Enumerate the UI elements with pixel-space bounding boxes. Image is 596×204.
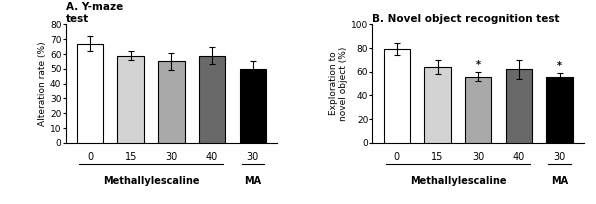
Y-axis label: Alteration rate (%): Alteration rate (%)	[38, 41, 47, 126]
Text: 40: 40	[206, 152, 218, 162]
Text: *: *	[476, 60, 481, 70]
Text: 30: 30	[165, 152, 178, 162]
Bar	[424, 67, 451, 143]
Text: 30: 30	[472, 152, 485, 162]
Text: Methallylescaline: Methallylescaline	[409, 176, 506, 186]
Text: 15: 15	[125, 152, 137, 162]
Text: MA: MA	[244, 176, 261, 186]
Text: 0: 0	[87, 152, 93, 162]
Text: 30: 30	[554, 152, 566, 162]
Bar	[77, 44, 103, 143]
Text: A. Y-maze
test: A. Y-maze test	[66, 2, 123, 24]
Bar	[384, 49, 410, 143]
Bar	[199, 55, 225, 143]
Bar	[117, 55, 144, 143]
Bar	[465, 76, 492, 143]
Bar	[547, 76, 573, 143]
Y-axis label: Exploration to
novel object (%): Exploration to novel object (%)	[329, 47, 348, 121]
Text: B. Novel object recognition test: B. Novel object recognition test	[372, 14, 560, 24]
Text: 15: 15	[432, 152, 444, 162]
Text: *: *	[557, 61, 562, 71]
Text: 40: 40	[513, 152, 525, 162]
Text: 30: 30	[247, 152, 259, 162]
Bar	[158, 61, 185, 143]
Text: MA: MA	[551, 176, 568, 186]
Bar	[506, 69, 532, 143]
Text: Methallylescaline: Methallylescaline	[103, 176, 199, 186]
Text: 0: 0	[394, 152, 400, 162]
Bar	[240, 69, 266, 143]
